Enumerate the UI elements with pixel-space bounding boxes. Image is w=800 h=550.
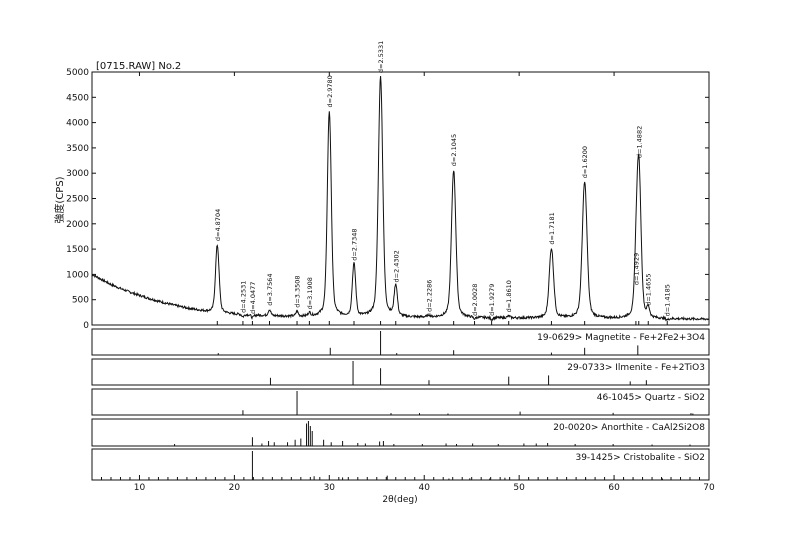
reference-pattern-name: 29-0733> Ilmenite - Fe+2TiO3 [567, 363, 705, 373]
y-tick-label: 4000 [66, 119, 89, 129]
reference-panel-frame [91, 448, 710, 481]
y-axis-label: 強度(CPS) [53, 176, 66, 223]
x-axis-label: 2θ(deg) [382, 495, 417, 505]
peak-labels: d=4.8704 d=4.2531 d=4.0477 d=3.7564 d=3.3508… [214, 41, 672, 317]
y-tick-label: 5000 [66, 68, 89, 78]
y-axis-ticks: 0 500 1000 1500 2000 2500 3000 3500 4000 4500 5000 [66, 68, 709, 331]
peak-label: d=3.7564 [266, 273, 274, 305]
peak-label: d=2.4302 [392, 250, 400, 282]
x-tick-label: 70 [703, 483, 715, 493]
peak-label: d=1.4929 [632, 253, 640, 285]
peak-label: d=4.2531 [239, 281, 247, 313]
peak-label: d=1.6200 [581, 146, 589, 178]
x-tick-label: 40 [419, 483, 431, 493]
reference-panel: 19-0629> Magnetite - Fe+2Fe2+3O4 [91, 328, 710, 356]
diffraction-pattern-line [91, 76, 710, 322]
reference-panel-frame [91, 418, 710, 447]
reference-panel: 20-0020> Anorthite - CaAl2Si2O8 [91, 418, 710, 447]
peak-label: d=1.4882 [635, 126, 643, 158]
reference-pattern-name: 19-0629> Magnetite - Fe+2Fe2+3O4 [537, 333, 705, 343]
reference-panel-frame [91, 388, 710, 416]
peak-label: d=3.1908 [306, 277, 314, 309]
x-tick-label: 50 [513, 483, 525, 493]
x-axis-ticks: 10 20 30 40 50 60 70 [91, 475, 715, 493]
y-tick-label: 2500 [66, 195, 89, 205]
peak-label: d=1.9279 [488, 284, 496, 316]
peak-label: d=4.0477 [249, 282, 257, 314]
reference-panel: 39-1425> Cristobalite - SiO2 [91, 448, 710, 481]
peak-label: d=4.8704 [214, 209, 222, 241]
main-top-ticks [138, 72, 710, 76]
peak-label: d=2.0028 [471, 284, 479, 316]
peak-label: d=3.3508 [294, 275, 302, 307]
reference-panel: 46-1045> Quartz - SiO2 [91, 388, 710, 416]
peak-label: d=2.1045 [450, 134, 458, 166]
main-plot-frame [91, 71, 710, 326]
chart-title: [0715.RAW] No.2 [96, 61, 181, 72]
y-tick-label: 500 [72, 296, 89, 306]
x-tick-label: 30 [324, 483, 336, 493]
peak-marker-ticks [216, 321, 668, 325]
y-tick-label: 4500 [66, 93, 89, 103]
reference-panel: 29-0733> Ilmenite - Fe+2TiO3 [91, 358, 710, 386]
peak-label: d=2.2286 [426, 280, 434, 312]
peak-label: d=1.4655 [645, 273, 653, 305]
x-tick-label: 60 [608, 483, 620, 493]
y-tick-label: 2000 [66, 220, 89, 230]
peak-label: d=1.4185 [664, 284, 672, 316]
peak-label: d=1.7181 [548, 212, 556, 244]
x-tick-label: 10 [134, 483, 146, 493]
y-tick-label: 3000 [66, 169, 89, 179]
y-tick-label: 1000 [66, 270, 89, 280]
peak-label: d=2.7348 [351, 228, 359, 260]
reference-pattern-name: 20-0020> Anorthite - CaAl2Si2O8 [553, 423, 705, 433]
reference-panel-frame [91, 358, 710, 386]
peak-label: d=1.8610 [505, 280, 513, 312]
reference-pattern-name: 39-1425> Cristobalite - SiO2 [575, 453, 705, 463]
reference-pattern-name: 46-1045> Quartz - SiO2 [597, 393, 705, 403]
y-tick-label: 1500 [66, 245, 89, 255]
peak-label: d=2.9780 [326, 75, 334, 107]
y-tick-label: 3500 [66, 144, 89, 154]
reference-panel-frame [91, 328, 710, 356]
x-tick-label: 20 [229, 483, 241, 493]
peak-label: d=2.5331 [377, 41, 385, 73]
reference-patterns: 19-0629> Magnetite - Fe+2Fe2+3O4 29-0733>… [91, 328, 710, 481]
y-tick-label: 0 [83, 321, 89, 331]
